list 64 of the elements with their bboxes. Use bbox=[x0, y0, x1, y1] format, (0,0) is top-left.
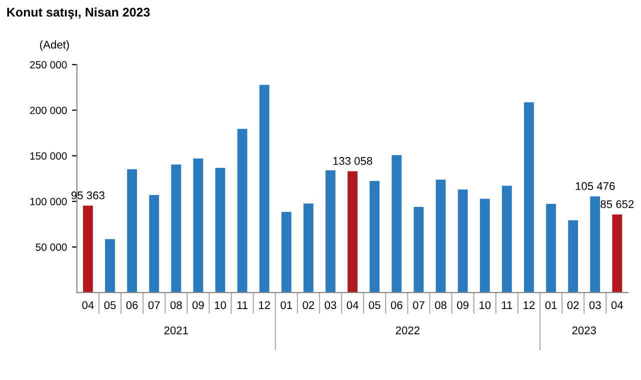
x-tick-label: 07 bbox=[412, 301, 424, 310]
x-tick-label: 10 bbox=[480, 301, 491, 310]
x-tick-label: 05 bbox=[104, 301, 116, 310]
x-tick-label: 01 bbox=[280, 301, 292, 310]
bar bbox=[171, 164, 182, 293]
text: 2022 bbox=[396, 326, 420, 334]
bar bbox=[259, 84, 270, 293]
y-tick-label: 100 000 bbox=[30, 198, 67, 206]
x-tick-label: 12 bbox=[259, 301, 270, 309]
y-tick-label: 50 000 bbox=[36, 244, 67, 251]
x-tick-label: 03 bbox=[589, 301, 601, 310]
bar bbox=[590, 196, 600, 293]
text: 2023 bbox=[572, 326, 596, 334]
x-tick-label: 10 bbox=[214, 301, 226, 310]
bar bbox=[193, 158, 204, 293]
bar bbox=[546, 204, 556, 293]
bar bbox=[149, 195, 160, 293]
bar bbox=[480, 198, 490, 293]
bar bbox=[458, 189, 468, 293]
bar bbox=[82, 206, 93, 293]
bar bbox=[568, 220, 578, 293]
bar bbox=[237, 128, 248, 293]
x-tick-label: 08 bbox=[435, 301, 446, 310]
x-tick-label: 06 bbox=[390, 301, 402, 310]
x-tick-label: 11 bbox=[237, 301, 248, 309]
x-tick-label: 07 bbox=[148, 301, 160, 310]
x-tick-label: 04 bbox=[611, 301, 624, 310]
bar bbox=[612, 214, 622, 293]
bar bbox=[414, 206, 424, 293]
y-tick-label: 250 000 bbox=[30, 61, 67, 68]
x-tick-label: 09 bbox=[457, 301, 468, 310]
x-tick-label: 11 bbox=[502, 301, 512, 309]
x-tick-label: 05 bbox=[368, 301, 380, 310]
bar bbox=[215, 168, 226, 293]
x-tick-label: 04 bbox=[82, 301, 94, 310]
bar bbox=[303, 204, 314, 293]
x-tick-label: 03 bbox=[324, 301, 336, 310]
bar bbox=[392, 155, 402, 293]
chart-title: Konut satışı, Nisan 2023 bbox=[7, 7, 150, 20]
x-tick-label: 12 bbox=[524, 301, 535, 309]
x-tick-label: 06 bbox=[126, 301, 138, 310]
x-tick-label: 09 bbox=[192, 301, 204, 310]
bar bbox=[105, 239, 115, 293]
bar bbox=[524, 102, 534, 293]
y-tick-label: 200 000 bbox=[30, 106, 67, 114]
bar bbox=[436, 180, 446, 293]
x-tick-label: 02 bbox=[302, 301, 314, 310]
x-tick-label: 01 bbox=[545, 301, 557, 310]
data-label: 133 058 bbox=[333, 157, 372, 165]
data-label: 105 476 bbox=[576, 182, 615, 190]
bar bbox=[348, 171, 358, 293]
y-tick-label: 150 000 bbox=[30, 152, 67, 160]
x-tick-label: 04 bbox=[346, 301, 358, 310]
bar bbox=[281, 212, 292, 293]
data-label: 95 363 bbox=[71, 191, 104, 200]
bar bbox=[127, 169, 138, 293]
bar bbox=[370, 180, 380, 293]
data-label: 85 652 bbox=[600, 200, 634, 208]
y-axis-title: (Adet) bbox=[40, 40, 69, 51]
text: 2021 bbox=[164, 326, 188, 334]
x-tick-label: 02 bbox=[567, 301, 579, 310]
bar bbox=[502, 186, 512, 293]
bar bbox=[326, 170, 336, 293]
x-tick-label: 08 bbox=[170, 301, 182, 310]
